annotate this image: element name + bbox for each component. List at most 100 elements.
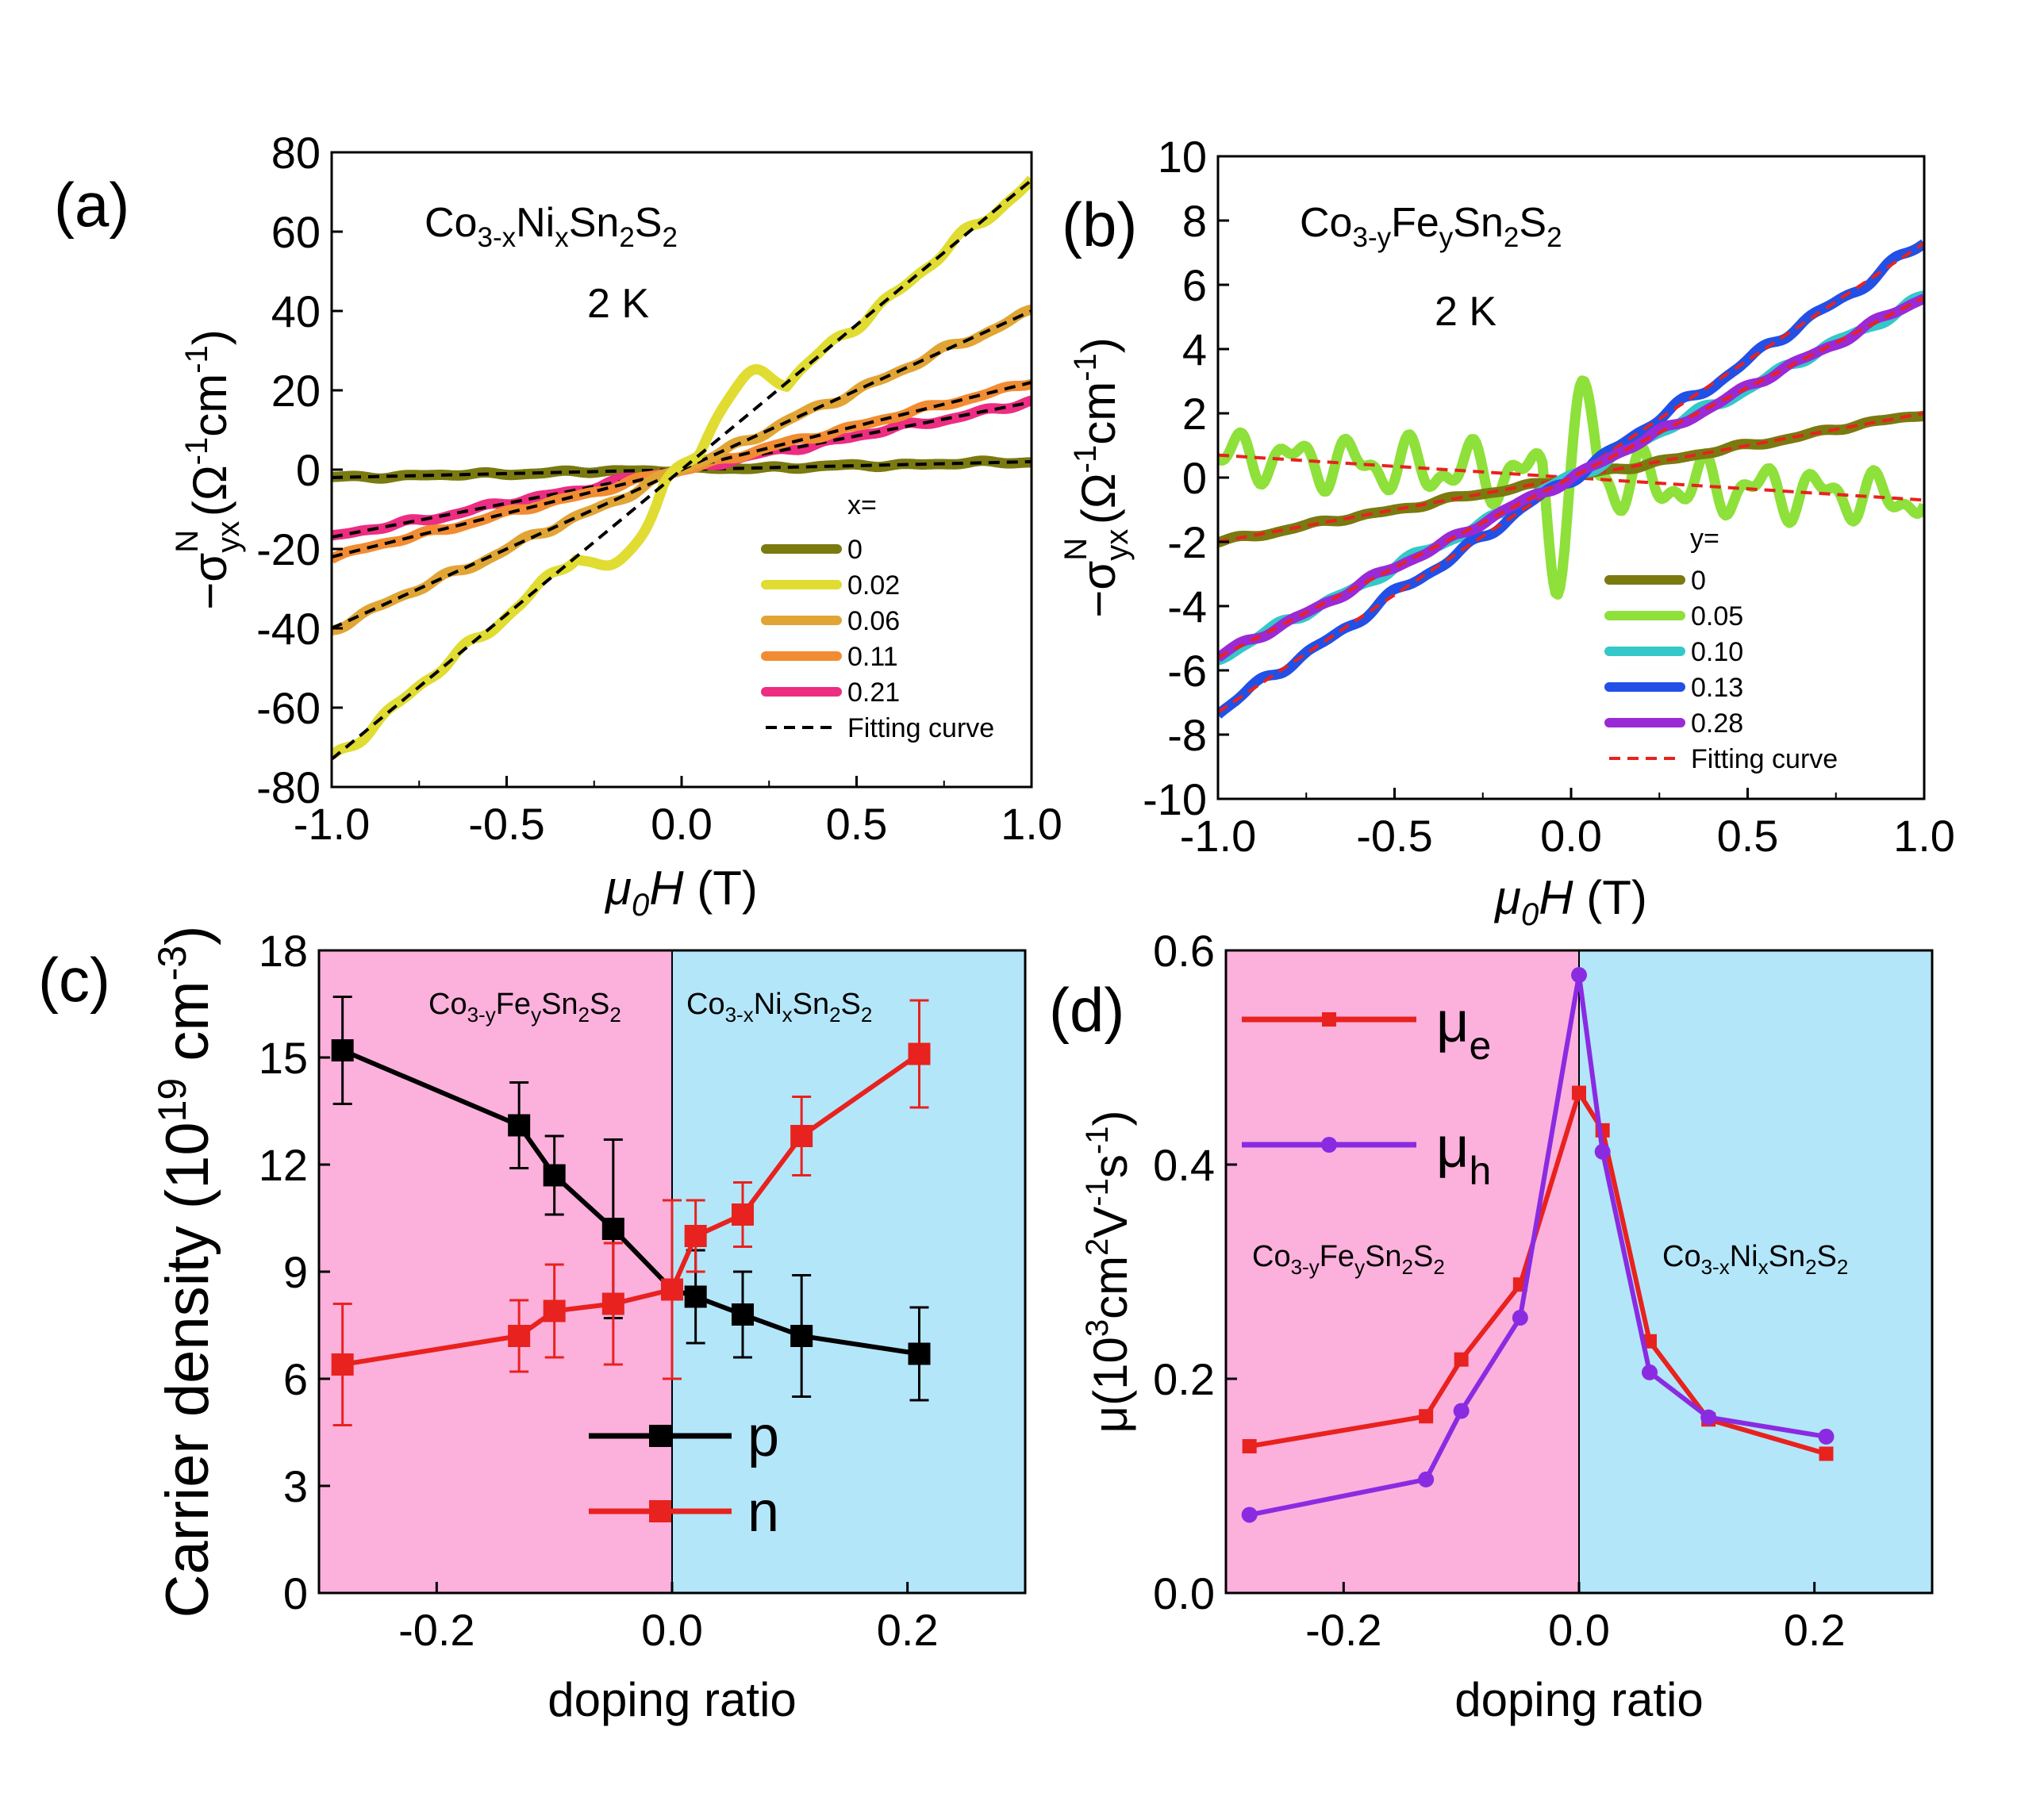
data-point-p — [543, 1164, 566, 1187]
y-label-close: ) — [1072, 337, 1125, 353]
x-label-sub: 0 — [1521, 897, 1539, 932]
x-tick-label: 0.5 — [1717, 811, 1779, 861]
y-label-exp: 19 — [150, 1078, 194, 1123]
legend-title: y= — [1690, 524, 1719, 554]
y-label-exp: -1 — [1068, 445, 1103, 474]
legend-label: 0 — [847, 535, 863, 565]
fit-line-0 — [1218, 412, 1924, 543]
data-point-μh — [1571, 967, 1587, 984]
formula-subscript: 2 — [662, 222, 677, 253]
y-label-sub: yx — [211, 521, 246, 553]
formula-subscript: 3-y — [1291, 1255, 1320, 1279]
y-label-sigma: −σ — [183, 553, 236, 610]
legend-title: x= — [847, 490, 877, 520]
y-tick-label: 9 — [283, 1247, 308, 1297]
formula-subscript: 3-y — [1352, 222, 1391, 253]
y-axis-label: Carrier density (1019 cm-3) — [150, 926, 221, 1618]
region-left-label: Co3-yFeySn2S2 — [1252, 1240, 1445, 1279]
compound-label: Co3-yFeySn2S2 — [1300, 200, 1562, 253]
data-point-p — [601, 1218, 624, 1240]
formula-subscript: 2 — [1837, 1255, 1848, 1279]
fit-line-0.02 — [332, 178, 1032, 761]
formula-subscript: 2 — [829, 1003, 840, 1027]
formula-element: Sn — [1769, 1240, 1805, 1273]
legend-label: 0.06 — [847, 606, 900, 636]
y-tick-label: 20 — [271, 366, 321, 416]
y-tick-label: 0.2 — [1153, 1354, 1215, 1404]
y-label-cm: cm — [154, 981, 221, 1077]
formula-subscript: 3-x — [725, 1003, 754, 1027]
y-tick-label: 60 — [271, 207, 321, 257]
y-tick-label: 0 — [1182, 453, 1207, 503]
formula-subscript: 3-y — [467, 1003, 496, 1027]
legend-label: 0 — [1691, 566, 1706, 596]
panel-a: -1.0 -0.5 0.0 0.5 1.0-80-60-40-20020406080(a… — [54, 128, 1062, 923]
x-tick-label: -1.0 — [294, 799, 371, 849]
x-tick-label: 0.0 — [1540, 811, 1602, 861]
x-axis-label: μ0H (T) — [1493, 871, 1647, 932]
legend-label: 0.21 — [847, 677, 900, 708]
x-label-mu: μ — [604, 862, 632, 915]
data-point-n — [908, 1042, 931, 1065]
y-label-exp2: -1 — [1068, 353, 1103, 382]
x-axis-label: doping ratio — [548, 1673, 797, 1726]
formula-subscript: y — [1439, 222, 1454, 253]
y-label-cm: cm — [183, 374, 236, 437]
legend-fit-label: Fitting curve — [1691, 744, 1838, 774]
legend-label: 0.13 — [1691, 673, 1743, 703]
y-label-exp4: -1 — [1080, 1127, 1115, 1155]
formula-element: Ni — [754, 988, 782, 1021]
legend-marker — [649, 1500, 671, 1522]
x-tick-label: -0.5 — [468, 799, 545, 849]
plot-area — [332, 175, 1032, 761]
legend-label: μh — [1436, 1116, 1491, 1193]
formula-subscript: y — [531, 1003, 541, 1027]
data-point-p — [331, 1039, 354, 1061]
formula-subscript: 2 — [1433, 1255, 1444, 1279]
data-point-n — [684, 1225, 707, 1247]
formula-subscript: 2 — [1805, 1255, 1816, 1279]
y-label-ohm: (Ω — [1072, 473, 1125, 538]
y-tick-label: -8 — [1167, 710, 1207, 760]
x-label-mu: μ — [1493, 871, 1521, 924]
data-point-μh — [1241, 1507, 1258, 1523]
x-tick-label: -0.2 — [398, 1605, 475, 1655]
x-tick-label: -0.5 — [1356, 811, 1433, 861]
data-point-n — [508, 1325, 531, 1347]
y-label-exp2: -3 — [150, 946, 194, 981]
y-tick-label: 40 — [271, 286, 321, 336]
y-label-sub: yx — [1100, 529, 1135, 561]
temperature-label: 2 K — [1435, 289, 1496, 335]
y-label-main: Carrier density (10 — [154, 1122, 221, 1618]
formula-element: S — [1817, 1240, 1837, 1273]
legend-mu: μ — [1436, 1116, 1469, 1180]
formula-element: Sn — [1453, 200, 1504, 246]
y-tick-label: -6 — [1167, 646, 1207, 696]
y-tick-label: 6 — [283, 1354, 308, 1404]
formula-element: Sn — [1365, 1240, 1401, 1273]
y-tick-label: 18 — [259, 926, 308, 976]
x-axis-label: μ0H (T) — [604, 862, 758, 923]
y-label-sup: N — [1058, 538, 1093, 561]
x-label-h: H — [649, 862, 684, 915]
panel-label: (c) — [38, 945, 110, 1015]
x-label-unit: (T) — [1573, 871, 1647, 924]
y-tick-label: -10 — [1143, 774, 1207, 824]
data-point-μh — [1594, 1143, 1611, 1160]
formula-element: S — [590, 988, 609, 1021]
y-label-exp2: 2 — [1080, 1238, 1115, 1256]
y-label-ohm: (Ω — [183, 465, 236, 530]
panel-label: (b) — [1062, 190, 1137, 259]
data-point-μh — [1453, 1403, 1470, 1419]
data-point-μe — [1819, 1446, 1834, 1461]
formula-element: Sn — [541, 988, 578, 1021]
formula-element: S — [635, 200, 663, 246]
formula-element: Co — [686, 988, 725, 1021]
compound-label: Co3-xNixSn2S2 — [425, 200, 678, 253]
x-tick-label: -0.2 — [1305, 1605, 1382, 1655]
y-tick-label: 80 — [271, 128, 321, 178]
y-axis-label: μ(103cm2V-1s-1) — [1080, 1111, 1137, 1434]
panel-d: Co3-yFeySn2S2 Co3-xNixSn2S2-0.2 0.0 0.20.00… — [1049, 926, 1934, 1726]
formula-element: Co — [1300, 200, 1352, 246]
